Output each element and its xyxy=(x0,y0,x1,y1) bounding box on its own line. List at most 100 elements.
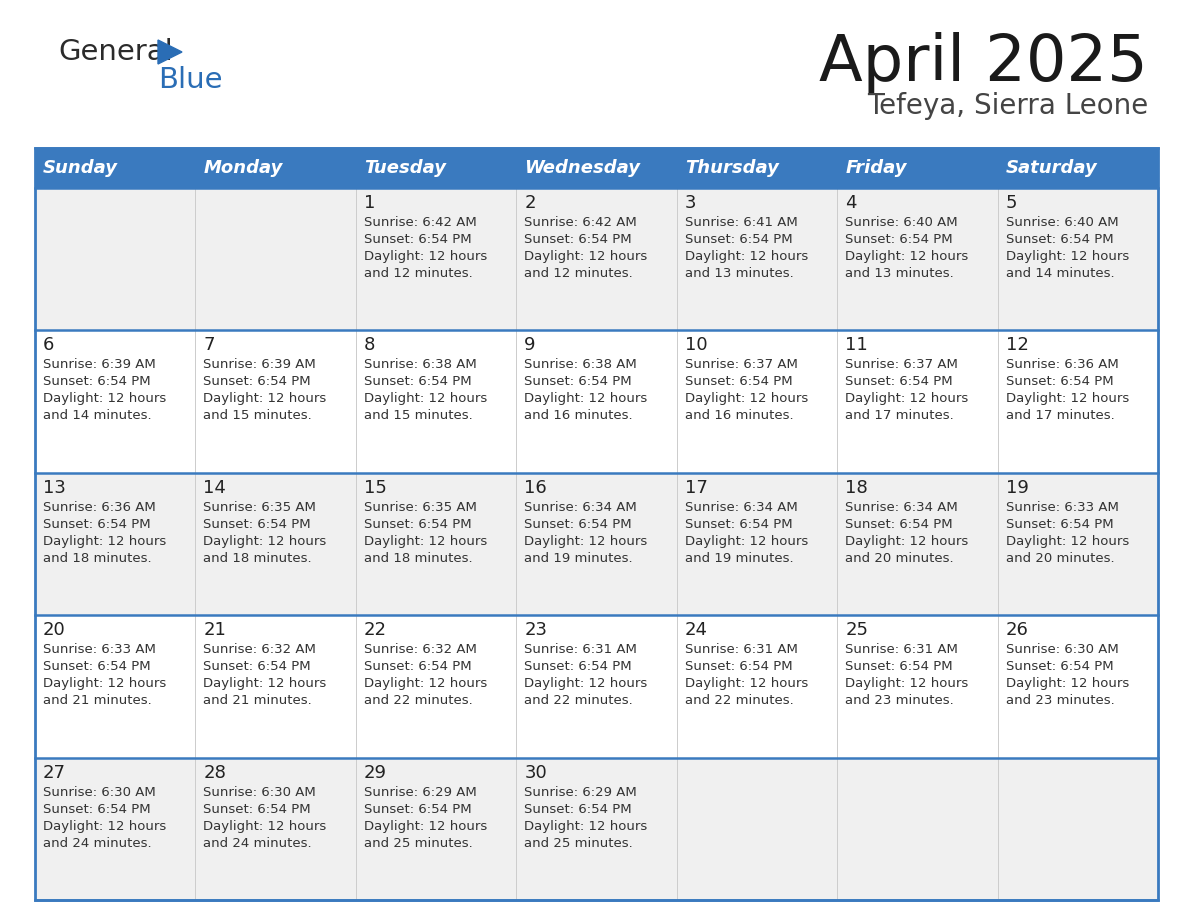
Text: Daylight: 12 hours: Daylight: 12 hours xyxy=(524,820,647,833)
Text: 30: 30 xyxy=(524,764,546,781)
Text: Daylight: 12 hours: Daylight: 12 hours xyxy=(845,250,968,263)
Text: Sunrise: 6:31 AM: Sunrise: 6:31 AM xyxy=(524,644,637,656)
Bar xyxy=(34,188,1158,330)
Text: 8: 8 xyxy=(364,336,375,354)
Text: Sunset: 6:54 PM: Sunset: 6:54 PM xyxy=(524,233,632,246)
Text: Daylight: 12 hours: Daylight: 12 hours xyxy=(524,677,647,690)
Text: and 22 minutes.: and 22 minutes. xyxy=(364,694,473,707)
Bar xyxy=(34,615,1158,757)
Text: Sunset: 6:54 PM: Sunset: 6:54 PM xyxy=(1005,233,1113,246)
Text: Sunrise: 6:30 AM: Sunrise: 6:30 AM xyxy=(1005,644,1118,656)
Text: 19: 19 xyxy=(1005,479,1029,497)
Text: Sunrise: 6:41 AM: Sunrise: 6:41 AM xyxy=(684,216,797,229)
Text: Sunrise: 6:35 AM: Sunrise: 6:35 AM xyxy=(203,501,316,514)
Text: and 21 minutes.: and 21 minutes. xyxy=(43,694,152,707)
Text: Daylight: 12 hours: Daylight: 12 hours xyxy=(684,250,808,263)
Text: and 14 minutes.: and 14 minutes. xyxy=(1005,267,1114,280)
Polygon shape xyxy=(158,40,182,64)
Text: Sunset: 6:54 PM: Sunset: 6:54 PM xyxy=(524,375,632,388)
Text: Sunset: 6:54 PM: Sunset: 6:54 PM xyxy=(203,518,311,531)
Text: Daylight: 12 hours: Daylight: 12 hours xyxy=(845,392,968,406)
Text: and 16 minutes.: and 16 minutes. xyxy=(524,409,633,422)
Text: Daylight: 12 hours: Daylight: 12 hours xyxy=(524,535,647,548)
Text: Tefeya, Sierra Leone: Tefeya, Sierra Leone xyxy=(867,92,1148,120)
Text: 27: 27 xyxy=(43,764,67,781)
Text: 5: 5 xyxy=(1005,194,1017,212)
Text: Sunrise: 6:42 AM: Sunrise: 6:42 AM xyxy=(364,216,476,229)
Text: and 22 minutes.: and 22 minutes. xyxy=(684,694,794,707)
Text: and 18 minutes.: and 18 minutes. xyxy=(43,552,152,565)
Text: 21: 21 xyxy=(203,621,226,639)
Text: Daylight: 12 hours: Daylight: 12 hours xyxy=(364,392,487,406)
Text: Daylight: 12 hours: Daylight: 12 hours xyxy=(43,535,166,548)
Text: April 2025: April 2025 xyxy=(820,32,1148,94)
Text: Daylight: 12 hours: Daylight: 12 hours xyxy=(524,392,647,406)
Text: Monday: Monday xyxy=(203,159,283,177)
Text: and 22 minutes.: and 22 minutes. xyxy=(524,694,633,707)
Text: Sunrise: 6:34 AM: Sunrise: 6:34 AM xyxy=(845,501,958,514)
Text: 6: 6 xyxy=(43,336,55,354)
Bar xyxy=(34,473,1158,615)
Text: Sunrise: 6:40 AM: Sunrise: 6:40 AM xyxy=(1005,216,1118,229)
Text: Wednesday: Wednesday xyxy=(524,159,640,177)
Text: Sunset: 6:54 PM: Sunset: 6:54 PM xyxy=(524,660,632,673)
Text: Sunset: 6:54 PM: Sunset: 6:54 PM xyxy=(845,233,953,246)
Text: and 16 minutes.: and 16 minutes. xyxy=(684,409,794,422)
Text: Sunset: 6:54 PM: Sunset: 6:54 PM xyxy=(524,802,632,815)
Text: Daylight: 12 hours: Daylight: 12 hours xyxy=(203,535,327,548)
Text: and 15 minutes.: and 15 minutes. xyxy=(203,409,312,422)
Text: Sunset: 6:54 PM: Sunset: 6:54 PM xyxy=(43,375,151,388)
Bar xyxy=(34,757,1158,900)
Text: 9: 9 xyxy=(524,336,536,354)
Text: Daylight: 12 hours: Daylight: 12 hours xyxy=(43,392,166,406)
Text: and 25 minutes.: and 25 minutes. xyxy=(364,836,473,849)
Text: Daylight: 12 hours: Daylight: 12 hours xyxy=(43,820,166,833)
Text: Daylight: 12 hours: Daylight: 12 hours xyxy=(364,820,487,833)
Text: 2: 2 xyxy=(524,194,536,212)
Text: Sunset: 6:54 PM: Sunset: 6:54 PM xyxy=(364,375,472,388)
Text: and 23 minutes.: and 23 minutes. xyxy=(1005,694,1114,707)
Text: 23: 23 xyxy=(524,621,548,639)
Text: Daylight: 12 hours: Daylight: 12 hours xyxy=(524,250,647,263)
Text: Daylight: 12 hours: Daylight: 12 hours xyxy=(364,677,487,690)
Text: and 23 minutes.: and 23 minutes. xyxy=(845,694,954,707)
Text: 29: 29 xyxy=(364,764,387,781)
Text: Sunrise: 6:38 AM: Sunrise: 6:38 AM xyxy=(524,358,637,372)
Text: Sunset: 6:54 PM: Sunset: 6:54 PM xyxy=(1005,660,1113,673)
Text: Daylight: 12 hours: Daylight: 12 hours xyxy=(203,820,327,833)
Text: and 19 minutes.: and 19 minutes. xyxy=(524,552,633,565)
Text: and 18 minutes.: and 18 minutes. xyxy=(203,552,312,565)
Text: Sunrise: 6:35 AM: Sunrise: 6:35 AM xyxy=(364,501,476,514)
Text: Sunset: 6:54 PM: Sunset: 6:54 PM xyxy=(43,802,151,815)
Text: Tuesday: Tuesday xyxy=(364,159,446,177)
Text: Sunrise: 6:38 AM: Sunrise: 6:38 AM xyxy=(364,358,476,372)
Text: 17: 17 xyxy=(684,479,708,497)
Text: and 18 minutes.: and 18 minutes. xyxy=(364,552,473,565)
Text: Sunrise: 6:32 AM: Sunrise: 6:32 AM xyxy=(203,644,316,656)
Text: and 20 minutes.: and 20 minutes. xyxy=(1005,552,1114,565)
Text: Daylight: 12 hours: Daylight: 12 hours xyxy=(1005,677,1129,690)
Text: Sunrise: 6:33 AM: Sunrise: 6:33 AM xyxy=(43,644,156,656)
Text: Sunset: 6:54 PM: Sunset: 6:54 PM xyxy=(203,375,311,388)
Text: Sunrise: 6:30 AM: Sunrise: 6:30 AM xyxy=(203,786,316,799)
Text: Sunrise: 6:33 AM: Sunrise: 6:33 AM xyxy=(1005,501,1118,514)
Text: Sunset: 6:54 PM: Sunset: 6:54 PM xyxy=(43,660,151,673)
Text: Sunrise: 6:39 AM: Sunrise: 6:39 AM xyxy=(203,358,316,372)
Text: Daylight: 12 hours: Daylight: 12 hours xyxy=(203,677,327,690)
Text: Daylight: 12 hours: Daylight: 12 hours xyxy=(364,535,487,548)
Text: Sunset: 6:54 PM: Sunset: 6:54 PM xyxy=(524,518,632,531)
Text: 18: 18 xyxy=(845,479,868,497)
Text: Sunset: 6:54 PM: Sunset: 6:54 PM xyxy=(364,660,472,673)
Text: Friday: Friday xyxy=(845,159,906,177)
Text: and 20 minutes.: and 20 minutes. xyxy=(845,552,954,565)
Text: Daylight: 12 hours: Daylight: 12 hours xyxy=(203,392,327,406)
Text: 24: 24 xyxy=(684,621,708,639)
Text: Daylight: 12 hours: Daylight: 12 hours xyxy=(1005,535,1129,548)
Text: Sunset: 6:54 PM: Sunset: 6:54 PM xyxy=(1005,518,1113,531)
Text: Sunset: 6:54 PM: Sunset: 6:54 PM xyxy=(845,660,953,673)
Text: and 12 minutes.: and 12 minutes. xyxy=(524,267,633,280)
Text: Daylight: 12 hours: Daylight: 12 hours xyxy=(845,677,968,690)
Text: and 21 minutes.: and 21 minutes. xyxy=(203,694,312,707)
Text: and 13 minutes.: and 13 minutes. xyxy=(845,267,954,280)
Text: Sunrise: 6:34 AM: Sunrise: 6:34 AM xyxy=(524,501,637,514)
